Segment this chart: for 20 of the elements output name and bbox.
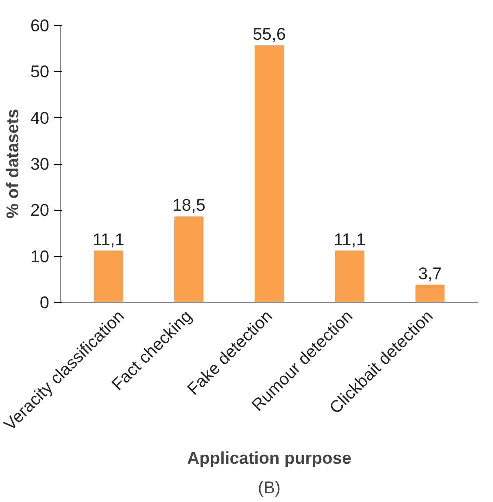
data-label: 11,1 [92,230,125,250]
y-tick-label: 30 [30,155,50,174]
data-label: 11,1 [334,230,366,250]
bar [335,250,364,302]
data-label: 55,6 [252,24,286,44]
y-tick-label: 40 [30,108,50,128]
bar [174,216,204,302]
bar [416,284,445,302]
y-tick-label: 0 [40,294,50,312]
bar [254,45,284,302]
y-tick-label: 50 [30,62,50,82]
text: (B) [258,478,281,498]
y-axis-title: % of datasets [4,109,23,219]
bar [94,250,124,302]
y-tick-label: 20 [30,201,50,220]
data-label: 3,7 [418,264,442,284]
data-label: 18,5 [172,196,206,216]
y-tick-label: 60 [30,16,50,36]
y-tick-label: 10 [30,247,50,266]
x-axis-title: Application purpose [187,449,352,468]
